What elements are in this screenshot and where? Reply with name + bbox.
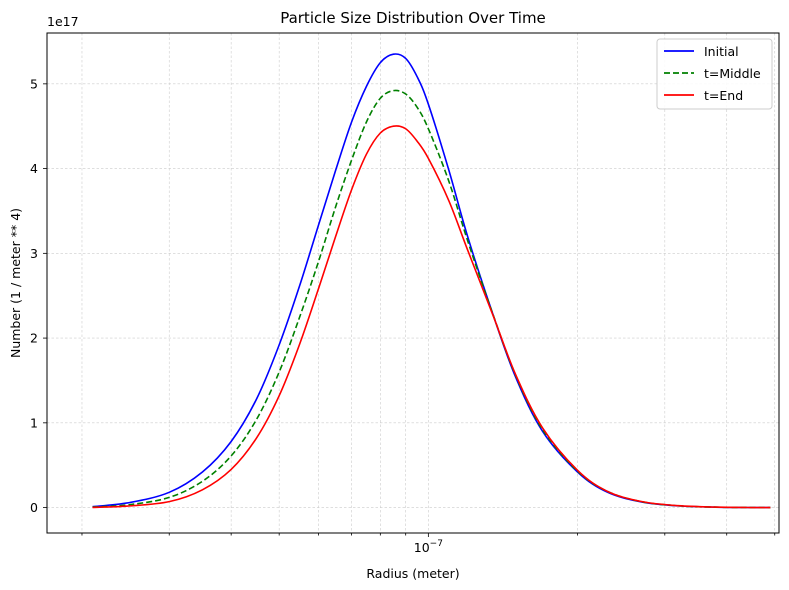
legend-label-middle: t=Middle — [704, 66, 761, 81]
x-axis-label: Radius (meter) — [366, 566, 459, 581]
y-tick-label: 5 — [30, 76, 38, 91]
chart-title: Particle Size Distribution Over Time — [280, 9, 546, 27]
series-line-t-end — [92, 125, 771, 509]
y-tick-label: 4 — [30, 161, 38, 176]
legend-box — [656, 38, 773, 110]
legend: Initial t=Middle t=End — [656, 38, 773, 110]
y-axis-label: Number (1 / meter ** 4) — [8, 208, 23, 358]
legend-label-initial: Initial — [704, 44, 739, 59]
legend-label-end: t=End — [704, 88, 743, 103]
y-tick-label: 1 — [30, 415, 38, 430]
y-offset-label: 1e17 — [47, 14, 79, 29]
y-tick-label: 2 — [30, 331, 38, 346]
series-lines — [92, 53, 771, 509]
x-tick-exponent: −7 — [430, 539, 443, 549]
plot-frame — [46, 32, 780, 534]
y-tick-label: 0 — [30, 500, 38, 515]
y-tick-label: 3 — [30, 246, 38, 261]
series-line-t-middle — [92, 89, 771, 509]
